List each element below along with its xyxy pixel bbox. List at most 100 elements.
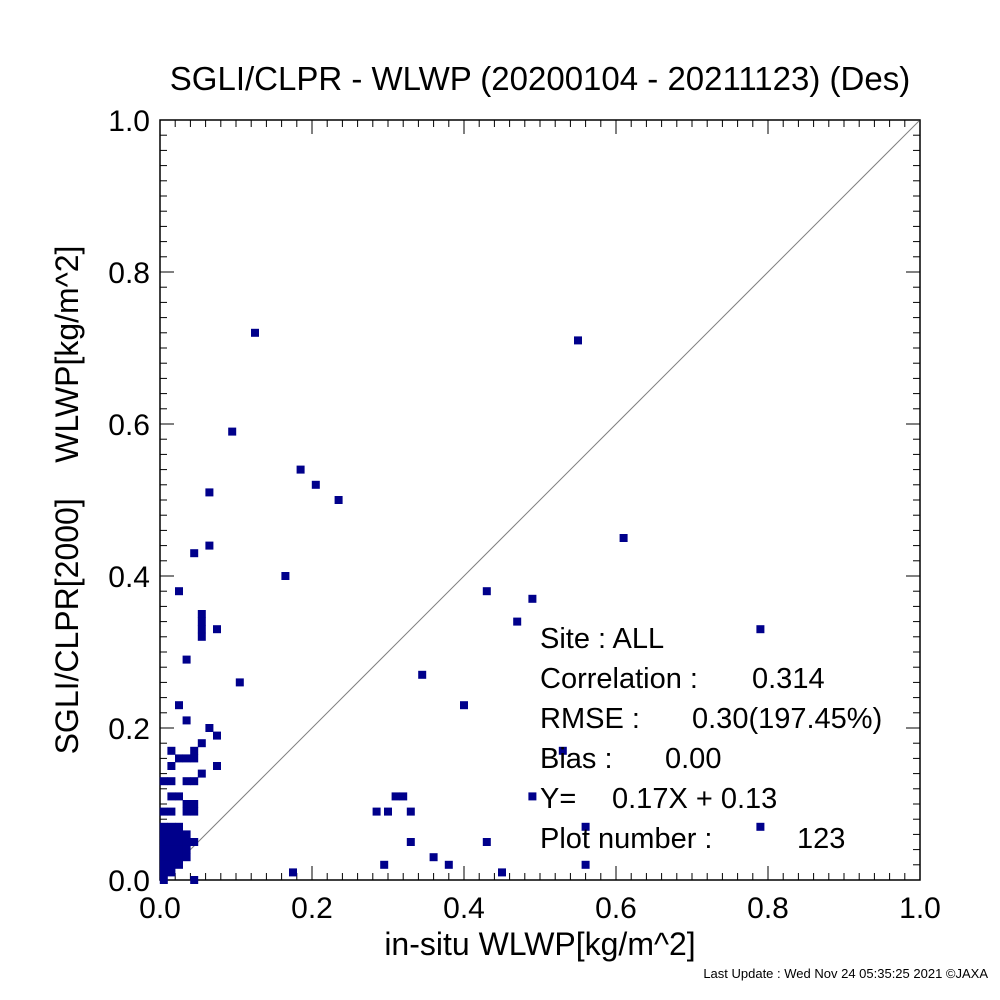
data-point xyxy=(558,746,567,755)
data-point xyxy=(167,807,176,816)
x-tick-label: 0.8 xyxy=(747,892,789,925)
data-point xyxy=(175,830,183,839)
data-point xyxy=(182,777,191,786)
data-point xyxy=(175,701,183,710)
data-point xyxy=(175,754,183,763)
stats-label: Y= xyxy=(540,783,576,815)
stats-label: Correlation : xyxy=(540,663,698,695)
data-point xyxy=(391,792,400,801)
data-point xyxy=(251,328,259,337)
data-point xyxy=(167,822,176,831)
data-point xyxy=(205,724,214,732)
data-point xyxy=(182,845,191,854)
data-point xyxy=(311,480,320,489)
data-point xyxy=(175,792,183,801)
stats-value: 123 xyxy=(797,823,845,855)
data-point xyxy=(574,336,582,345)
data-point xyxy=(380,860,389,869)
data-point xyxy=(159,868,168,877)
data-point xyxy=(460,701,468,710)
data-point xyxy=(197,632,206,641)
data-point xyxy=(167,792,176,801)
stats-label: Site : ALL xyxy=(540,623,664,655)
chart-title: SGLI/CLPR - WLWP (20200104 - 20211123) (… xyxy=(170,60,910,97)
data-point xyxy=(167,762,176,770)
data-point xyxy=(334,496,343,504)
data-point xyxy=(167,860,176,869)
data-point xyxy=(167,838,176,846)
x-tick-label: 0.6 xyxy=(595,892,637,925)
x-axis-label: in-situ WLWP[kg/m^2] xyxy=(384,926,695,962)
y-tick-label: 0.2 xyxy=(108,713,150,746)
one-to-one-line xyxy=(159,119,921,881)
x-tick-label: 0.0 xyxy=(139,892,181,925)
x-tick-label: 0.2 xyxy=(291,892,333,925)
stats-label: Plot number : xyxy=(540,823,712,855)
data-point xyxy=(235,678,244,687)
last-update-footer: Last Update : Wed Nov 24 05:35:25 2021 ©… xyxy=(703,966,988,981)
data-point xyxy=(619,534,628,542)
data-point xyxy=(197,617,206,626)
data-point xyxy=(175,822,183,831)
data-point xyxy=(159,777,168,786)
data-point xyxy=(513,617,522,626)
stats-value: 0.00 xyxy=(665,743,721,775)
data-point xyxy=(296,465,305,474)
data-point xyxy=(159,876,168,884)
data-point xyxy=(159,822,168,831)
stats-label: Bias : xyxy=(540,743,613,775)
y-tick-label: 0.0 xyxy=(108,865,150,898)
data-point xyxy=(756,625,765,634)
data-point xyxy=(213,625,221,634)
data-point xyxy=(159,845,168,854)
x-tick-label: 1.0 xyxy=(899,892,941,925)
data-point xyxy=(406,807,415,816)
data-point xyxy=(213,762,221,770)
data-point xyxy=(482,587,491,596)
data-point xyxy=(159,853,168,862)
data-point xyxy=(205,488,214,497)
data-point xyxy=(175,838,183,846)
y-axis-label: SGLI/CLPR[2000] WLWP[kg/m^2] xyxy=(49,246,85,755)
data-point xyxy=(528,792,537,801)
data-point xyxy=(190,800,199,808)
stats-value: 0.30(197.45%) xyxy=(692,703,882,735)
stats-label: RMSE : xyxy=(540,703,640,735)
data-point xyxy=(159,838,168,846)
stats-value: 0.314 xyxy=(752,663,825,695)
data-point xyxy=(175,860,183,869)
data-point xyxy=(418,670,427,679)
data-point xyxy=(581,822,590,831)
y-tick-label: 1.0 xyxy=(108,105,150,138)
data-point xyxy=(167,777,176,786)
data-point xyxy=(444,860,453,869)
data-point xyxy=(190,838,199,846)
data-point xyxy=(528,594,537,603)
data-point xyxy=(197,610,206,618)
data-point xyxy=(167,845,176,854)
data-point xyxy=(159,807,168,816)
data-point xyxy=(167,853,176,862)
stats-value: 0.17X + 0.13 xyxy=(612,783,777,815)
x-tick-label: 0.4 xyxy=(443,892,485,925)
data-point xyxy=(756,822,765,831)
data-point xyxy=(182,853,191,862)
data-point xyxy=(182,830,191,839)
data-point xyxy=(182,838,191,846)
data-point xyxy=(167,830,176,839)
data-point xyxy=(205,541,214,550)
data-point xyxy=(182,655,191,664)
data-point xyxy=(190,754,199,763)
data-point xyxy=(429,853,438,862)
data-point xyxy=(384,807,392,816)
data-point xyxy=(190,777,199,786)
data-point xyxy=(190,746,199,755)
data-point xyxy=(228,427,237,436)
data-point xyxy=(190,549,199,558)
plot-area: 0.0 0.2 0.4 0.6 0.8 1.0 0.0 0.2 0.4 0.6 0.8 1.0 Site… xyxy=(108,105,941,925)
data-point xyxy=(197,625,206,634)
data-point xyxy=(182,754,191,763)
data-point xyxy=(406,838,415,846)
data-point xyxy=(159,860,168,869)
